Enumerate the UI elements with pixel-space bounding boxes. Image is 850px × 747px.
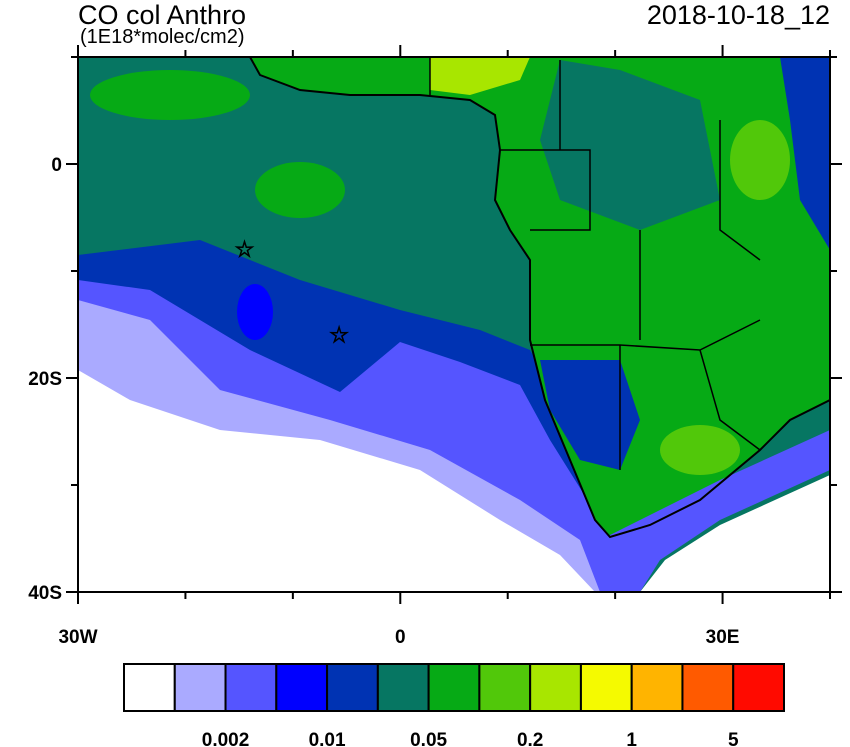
- colorbar-swatch: [529, 663, 582, 712]
- colorbar-label: 5: [728, 730, 739, 747]
- colorbar-label: 0.002: [202, 730, 250, 747]
- colorbar-swatch: [427, 663, 481, 712]
- colorbar-swatch: [579, 663, 633, 712]
- colorbar-swatch: [630, 663, 684, 712]
- colorbar-label: 0.05: [410, 730, 447, 747]
- colorbar-swatch: [173, 663, 227, 712]
- colorbar: 0.002 0.01 0.05 0.2 1 5: [123, 663, 786, 747]
- timestamp-label: 2018-10-18_12: [646, 0, 830, 30]
- lat-tick-label: 20S: [28, 369, 62, 390]
- colorbar-label: 0.2: [517, 730, 543, 747]
- lon-tick-label: 30E: [706, 627, 740, 648]
- plot-title: CO col Anthro: [78, 0, 247, 30]
- lat-tick-label: 0: [51, 155, 62, 176]
- map-field: [78, 57, 830, 592]
- colorbar-swatch: [732, 663, 786, 712]
- axis-ticks: 30W 0 30E 0 20S 40S: [28, 45, 842, 648]
- colorbar-swatch: [478, 663, 532, 712]
- colorbar-swatch: [275, 663, 329, 712]
- colorbar-swatch: [376, 663, 430, 712]
- lon-tick-label: 0: [395, 627, 406, 648]
- colorbar-swatch: [224, 663, 278, 712]
- colorbar-label: 0.01: [309, 730, 346, 747]
- marker-layer: [234, 239, 350, 344]
- lon-tick-label: 30W: [58, 627, 97, 648]
- star-marker: [328, 324, 350, 344]
- star-marker: [234, 239, 255, 259]
- colorbar-swatch: [326, 663, 379, 712]
- units-label: (1E18*molec/cm2): [80, 26, 245, 48]
- plot-frame: [77, 56, 831, 593]
- colorbar-swatch: [681, 663, 735, 712]
- colorbar-label: 1: [626, 730, 637, 747]
- lat-tick-label: 40S: [28, 583, 62, 604]
- colorbar-swatch: [123, 663, 176, 712]
